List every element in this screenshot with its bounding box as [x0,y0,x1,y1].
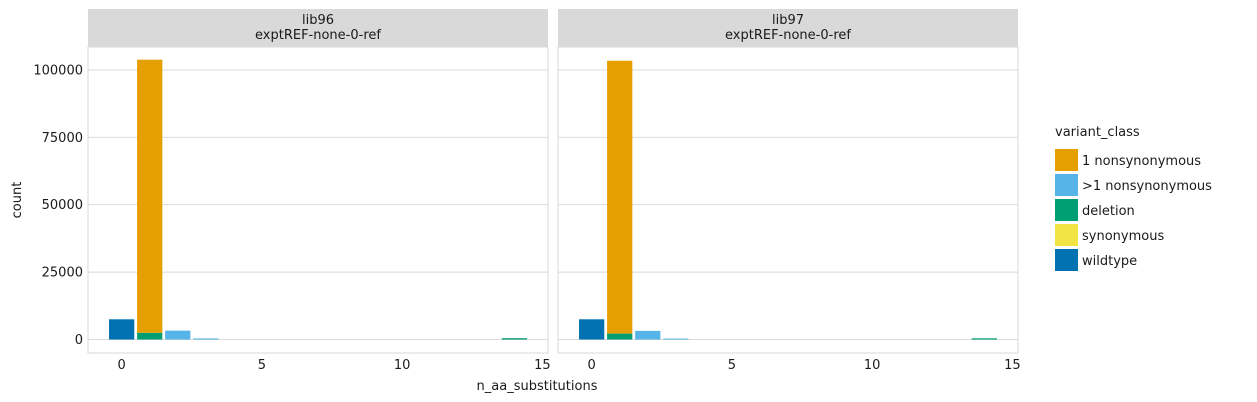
y-tick-label: 25000 [42,266,83,281]
panel-background [558,47,1018,353]
bar-segment [501,338,527,340]
facet-strip-label: exptREF-none-0-ref [725,28,851,43]
x-tick-label: 0 [588,358,596,373]
facet-strip [88,9,548,47]
legend-label: >1 nonsynonymous [1082,179,1212,194]
panel-border [557,46,1019,354]
x-axis-title: n_aa_substitutions [477,379,598,394]
y-tick-label: 100000 [33,63,83,78]
legend-swatch [1055,249,1078,271]
x-tick-label: 0 [118,358,126,373]
bar-segment [137,59,163,333]
bar-segment [971,338,997,340]
bar-segment [579,319,605,340]
y-axis: 0 25000 50000 75000 100000 [33,63,83,348]
legend-swatch [1055,224,1078,246]
x-tick-label: 10 [394,358,411,373]
legend-label: deletion [1082,204,1135,219]
bar-segment [607,333,633,340]
bar-segment [607,60,633,334]
panel-background [88,47,548,353]
bar-segment [109,319,135,340]
legend-swatch [1055,149,1078,171]
legend: variant_class 1 nonsynonymous >1 nonsynon… [1055,125,1212,271]
x-tick-label: 10 [864,358,881,373]
y-tick-label: 0 [75,333,83,348]
bar-segment [165,330,191,340]
legend-title: variant_class [1055,125,1140,140]
facet-strip-label: lib97 [772,13,804,28]
legend-label: synonymous [1082,229,1164,244]
x-tick-label: 15 [1004,358,1021,373]
legend-label: 1 nonsynonymous [1082,154,1201,169]
facet-strip-label: exptREF-none-0-ref [255,28,381,43]
bar-segment [663,338,689,340]
bar-segment [635,330,661,340]
y-axis-title: count [10,182,25,219]
legend-swatch [1055,199,1078,221]
x-tick-label: 5 [258,358,266,373]
legend-label: wildtype [1082,254,1137,269]
y-tick-label: 75000 [42,131,83,146]
panel-border [87,46,549,354]
legend-swatch [1055,174,1078,196]
y-tick-label: 50000 [42,198,83,213]
x-tick-label: 15 [534,358,551,373]
x-tick-label: 5 [728,358,736,373]
bar-segment [193,338,219,340]
bar-segment [137,332,163,340]
facet-strip [558,9,1018,47]
facet-strip-label: lib96 [302,13,334,28]
